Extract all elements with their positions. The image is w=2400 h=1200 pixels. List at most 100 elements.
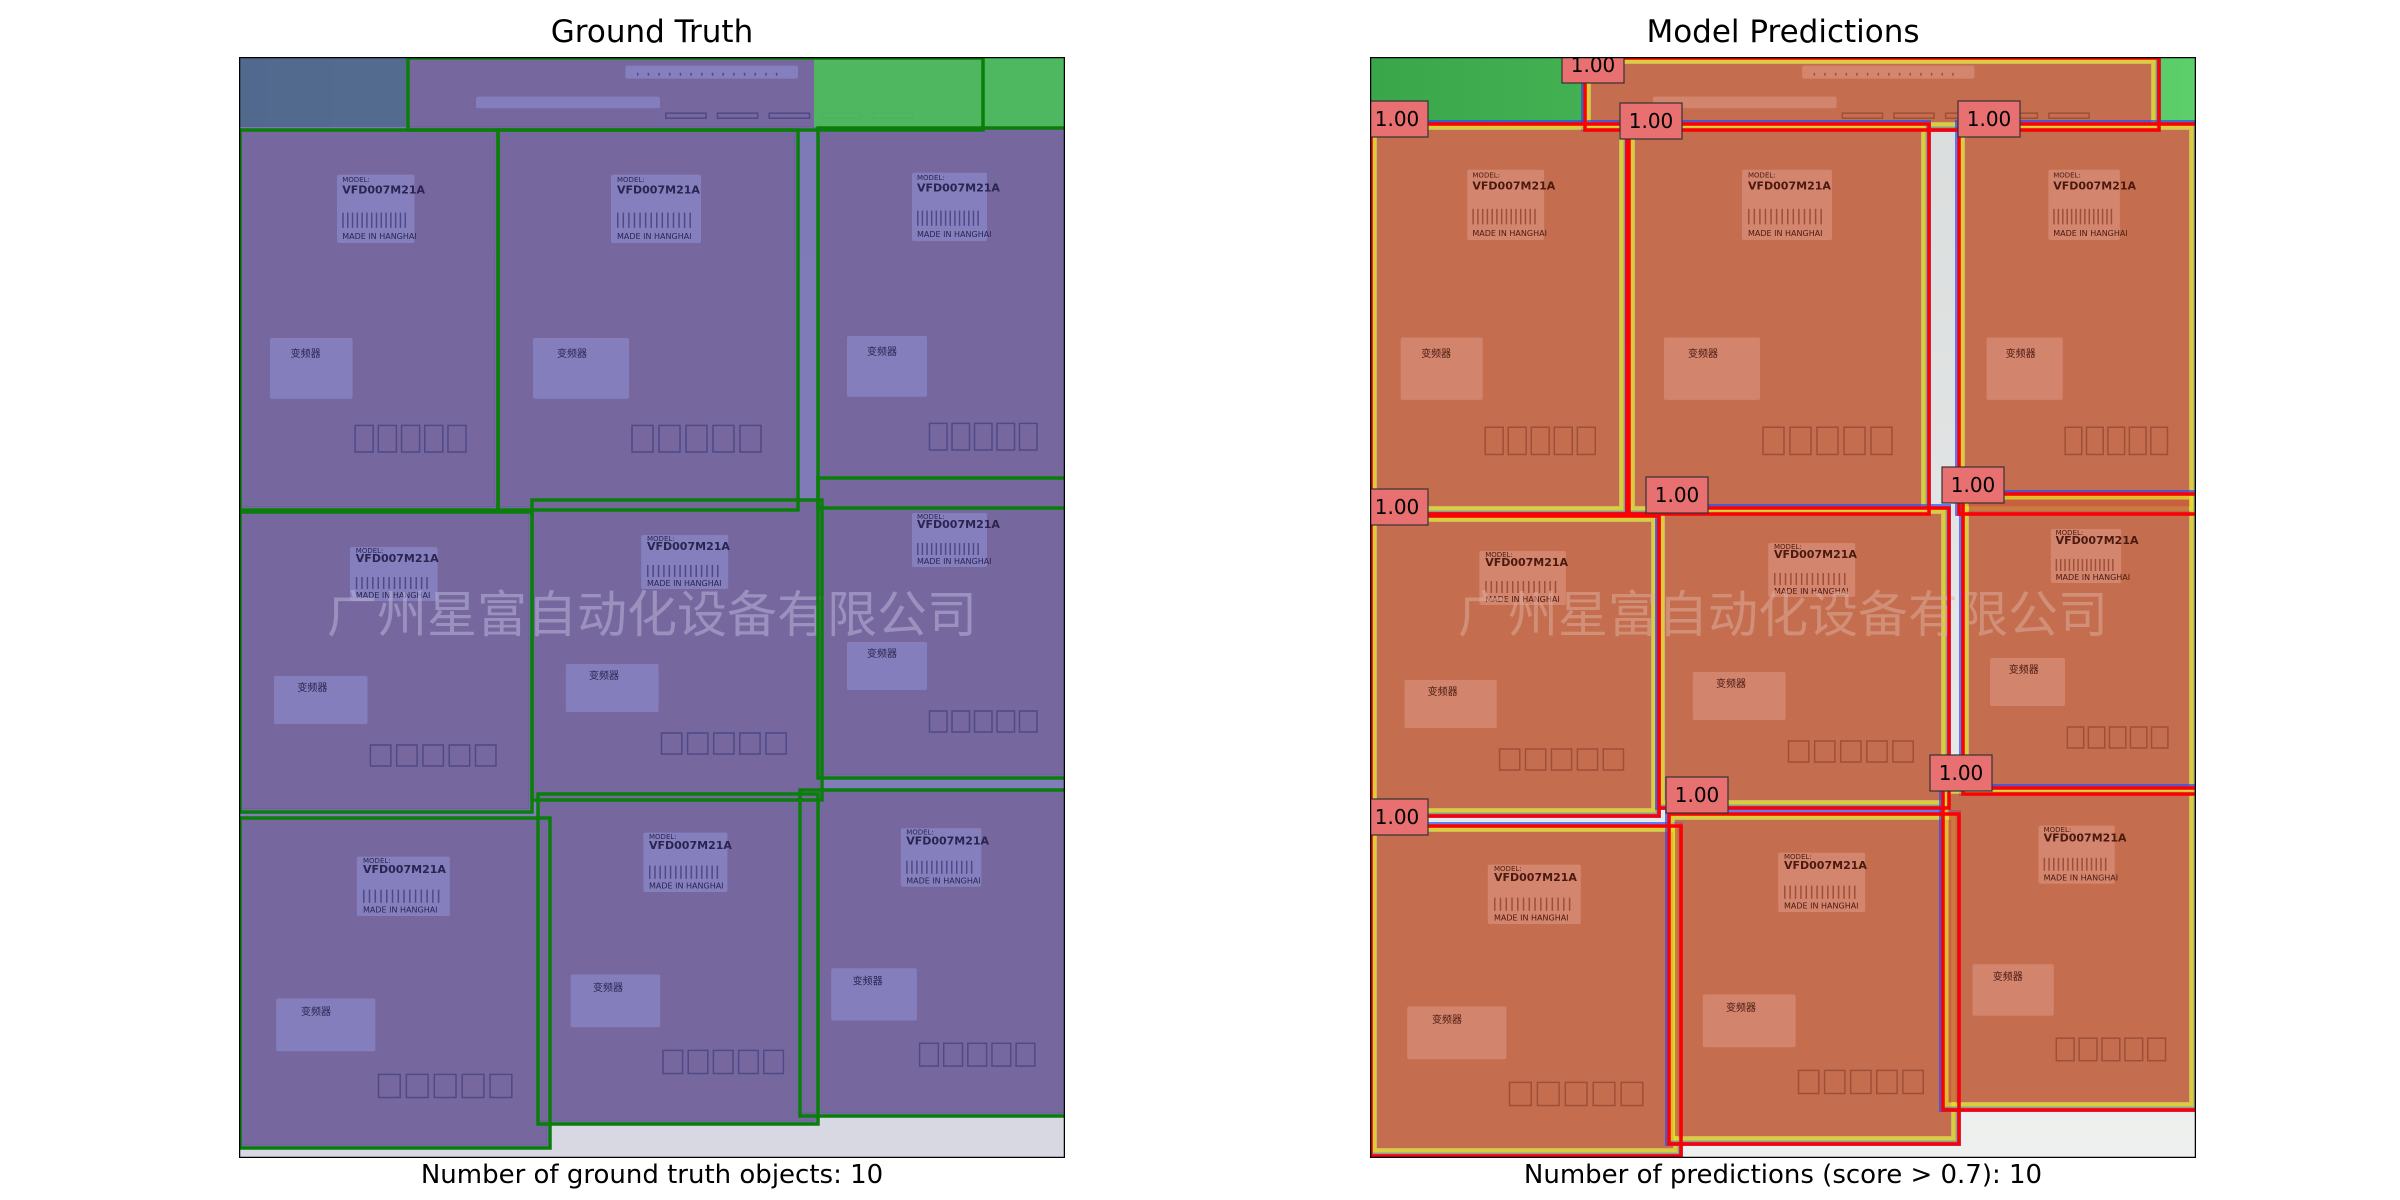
score-label-bg bbox=[1619, 102, 1683, 140]
heatmap-fill bbox=[1949, 794, 2189, 1102]
ground-truth-bbox bbox=[798, 788, 1065, 1118]
axes-frame bbox=[1370, 57, 2196, 1158]
prediction-bbox bbox=[1657, 506, 1951, 810]
score-label: 1.00 bbox=[1629, 109, 1674, 133]
ground-truth-bbox bbox=[816, 476, 1065, 780]
ground-truth-bbox bbox=[816, 126, 1065, 510]
box-model-label: MODEL: bbox=[647, 535, 675, 543]
heatmap-fill bbox=[1591, 64, 2151, 122]
mask-overlay bbox=[239, 57, 1065, 1158]
box-origin-text: MADE IN HANGHAI bbox=[917, 557, 992, 566]
ground-truth-title: Ground Truth bbox=[550, 14, 754, 50]
heatmap-fill bbox=[1635, 130, 1921, 506]
box-model-label: MODEL: bbox=[2053, 172, 2081, 180]
score-label: 1.00 bbox=[1939, 761, 1984, 785]
score-label: 1.00 bbox=[1967, 107, 2012, 131]
score-label: 1.00 bbox=[1655, 483, 1700, 507]
box-model-label: MODEL: bbox=[1774, 543, 1802, 551]
heatmap-fill bbox=[1965, 130, 2189, 506]
box-origin-text: MADE IN HANGHAI bbox=[342, 232, 417, 241]
box-origin-text: MADE IN HANGHAI bbox=[1472, 229, 1547, 238]
box-model-label: MODEL: bbox=[356, 547, 384, 555]
box-model-label: MODEL: bbox=[1472, 172, 1500, 180]
box-model-label: MODEL: bbox=[342, 176, 370, 184]
heatmap-fill bbox=[1675, 820, 1951, 1136]
heatmap-edge-yellow bbox=[1943, 788, 2195, 1108]
box-model-label: MODEL: bbox=[1485, 551, 1513, 559]
box-model-text: VFD007M21A bbox=[2056, 534, 2139, 547]
score-label-bg bbox=[1957, 100, 2021, 138]
axes-frame bbox=[239, 57, 1065, 1158]
box-model-text: VFD007M21A bbox=[917, 182, 1000, 195]
score-label-bg bbox=[1561, 57, 1625, 84]
box-origin-text: MADE IN HANGHAI bbox=[2056, 573, 2131, 582]
box-model-text: VFD007M21A bbox=[363, 863, 446, 876]
box-origin-text: MADE IN HANGHAI bbox=[1784, 902, 1859, 911]
predictions-count: Number of predictions (score > 0.7): 10 bbox=[1523, 1160, 2043, 1190]
box-cn-label: 变频器 bbox=[2009, 663, 2039, 676]
box-model-text: VFD007M21A bbox=[356, 552, 439, 565]
box-origin-text: MADE IN HANGHAI bbox=[363, 906, 438, 915]
prediction-boxes: 1.00 1.00 1.00 1.00 1.00 1.00 1.00 1.00 1.00 1.00 bbox=[1370, 57, 2196, 1158]
box-model-label: MODEL: bbox=[617, 176, 645, 184]
box-model-text: VFD007M21A bbox=[917, 518, 1000, 531]
box-origin-text: MADE IN HANGHAI bbox=[617, 232, 692, 241]
prediction-bbox bbox=[1941, 786, 2196, 1112]
box-model-text: VFD007M21A bbox=[1784, 859, 1867, 872]
box-origin-text: MADE IN HANGHAI bbox=[2044, 873, 2119, 882]
box-model-text: VFD007M21A bbox=[1485, 556, 1568, 569]
box-cn-label: 变频器 bbox=[297, 681, 327, 694]
heatmap-fill bbox=[1377, 522, 1651, 808]
box-origin-text: MADE IN HANGHAI bbox=[647, 579, 722, 588]
box-model-label: MODEL: bbox=[917, 174, 945, 182]
predictions-title: Model Predictions bbox=[1646, 14, 1920, 50]
score-label: 1.00 bbox=[1951, 473, 1996, 497]
box-model-label: MODEL: bbox=[2044, 826, 2072, 834]
box-model-label: MODEL: bbox=[906, 829, 934, 837]
box-model-text: VFD007M21A bbox=[342, 184, 425, 197]
box-cn-label: 变频器 bbox=[2006, 347, 2036, 360]
wall-area bbox=[814, 57, 1065, 127]
heatmap-fill bbox=[1377, 130, 1619, 506]
heatmap-edge-yellow bbox=[1371, 124, 1625, 512]
box-cn-label: 变频器 bbox=[301, 1005, 331, 1018]
box-origin-text: MADE IN HANGHAI bbox=[356, 591, 431, 600]
box-model-text: VFD007M21A bbox=[649, 839, 732, 852]
box-model-text: VFD007M21A bbox=[647, 540, 730, 553]
prediction-bbox bbox=[1667, 812, 1961, 1146]
box-cn-label: 变频器 bbox=[589, 669, 619, 682]
score-label-bg bbox=[1645, 476, 1709, 514]
box-model-text: VFD007M21A bbox=[617, 184, 700, 197]
box-model-text: VFD007M21A bbox=[1472, 179, 1555, 192]
box-origin-text: MADE IN HANGHAI bbox=[1774, 587, 1849, 596]
score-label-bg bbox=[1370, 798, 1429, 836]
score-label: 1.00 bbox=[1375, 107, 1420, 131]
box-cn-label: 变频器 bbox=[1716, 677, 1746, 690]
ground-truth-bbox bbox=[496, 128, 800, 512]
box-model-label: MODEL: bbox=[649, 833, 677, 841]
ground-truth-bbox bbox=[536, 792, 820, 1126]
box-model-text: VFD007M21A bbox=[2044, 832, 2127, 845]
box-origin-text: MADE IN HANGHAI bbox=[1748, 229, 1823, 238]
box-model-label: MODEL: bbox=[1494, 865, 1522, 873]
prediction-bbox bbox=[1961, 492, 2196, 796]
box-model-label: MODEL: bbox=[1748, 172, 1776, 180]
prediction-bbox bbox=[1627, 122, 1931, 516]
heatmap-edge-yellow bbox=[1659, 508, 1947, 806]
score-label-bg bbox=[1665, 776, 1729, 814]
box-model-text: VFD007M21A bbox=[1774, 548, 1857, 561]
score-label: 1.00 bbox=[1571, 57, 1616, 77]
box-origin-text: MADE IN HANGHAI bbox=[2053, 229, 2128, 238]
watermark: 广州星富自动化设备有限公司 bbox=[327, 586, 977, 644]
box-cn-label: 变频器 bbox=[1993, 970, 2023, 983]
box-model-text: VFD007M21A bbox=[1494, 871, 1577, 884]
box-cn-label: 变频器 bbox=[853, 975, 883, 988]
score-label: 1.00 bbox=[1675, 783, 1720, 807]
box-cn-label: 变频器 bbox=[557, 347, 587, 360]
box-cn-label: 变频器 bbox=[1428, 685, 1458, 698]
box-model-label: MODEL: bbox=[363, 857, 391, 865]
ground-truth-bbox bbox=[530, 498, 824, 802]
